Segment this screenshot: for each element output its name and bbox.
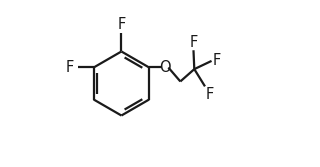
Text: O: O [159,60,171,75]
Text: F: F [189,35,198,50]
Text: F: F [212,53,220,68]
Text: F: F [206,87,214,102]
Text: F: F [66,60,74,75]
Text: F: F [117,17,125,32]
